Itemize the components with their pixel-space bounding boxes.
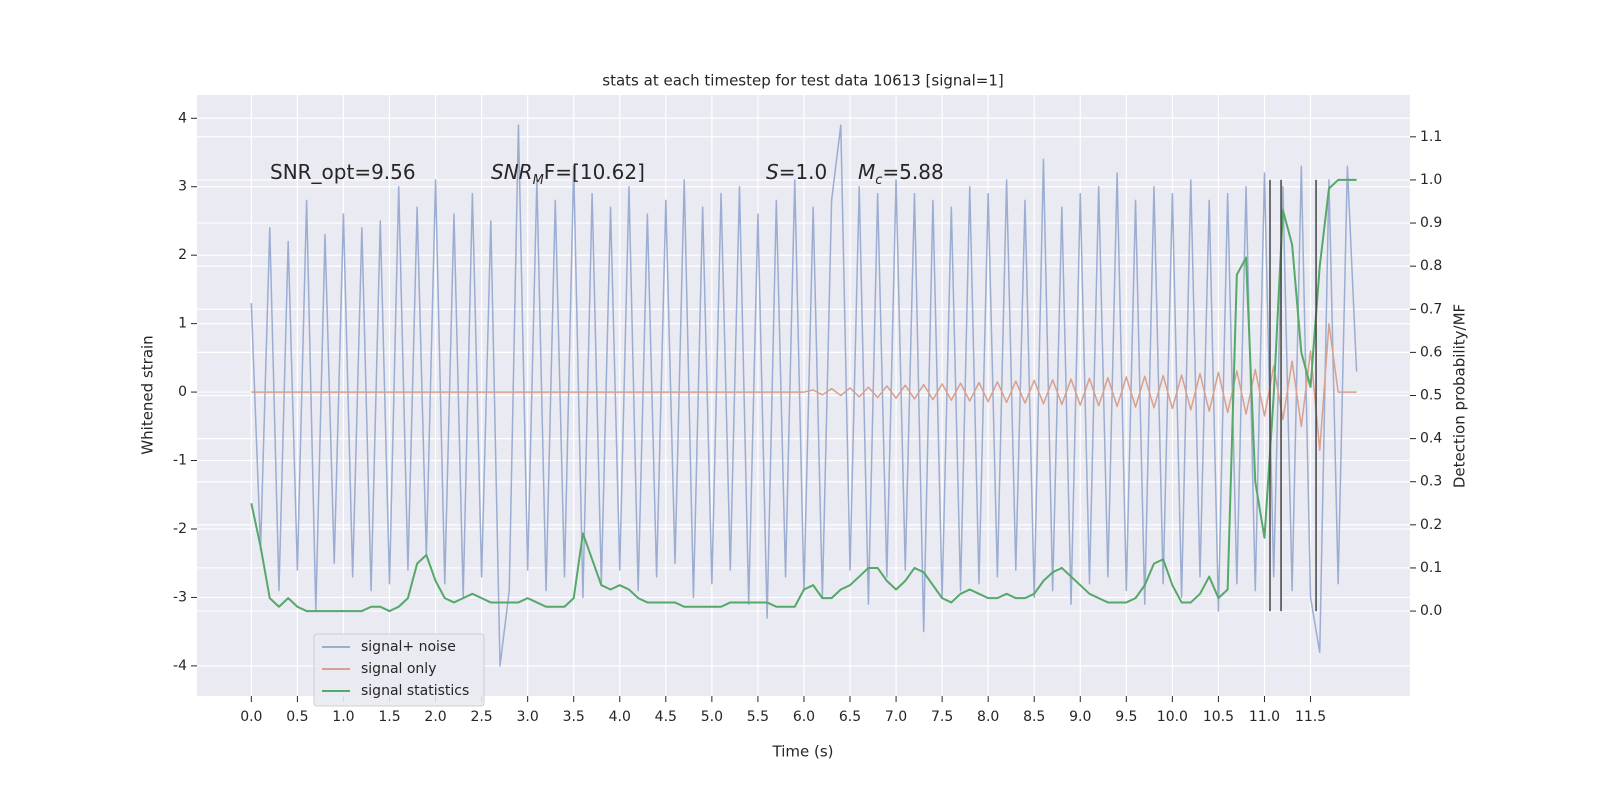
x-tick-label: 9.0 bbox=[1069, 709, 1091, 725]
annotation-part: =5.88 bbox=[882, 160, 943, 184]
annotation: SNRMF=[10.62] bbox=[491, 160, 645, 189]
y2-tick-label: 0.2 bbox=[1420, 517, 1442, 533]
series-line bbox=[250, 178, 1357, 613]
x-tick-label: 7.0 bbox=[885, 709, 907, 725]
x-tick-label: 0.5 bbox=[286, 709, 308, 725]
annotation-part: =1.0 bbox=[779, 160, 828, 184]
x-tick-label: 10.0 bbox=[1157, 709, 1188, 725]
y2-tick-label: 0.1 bbox=[1420, 560, 1442, 576]
y2-tick-label: 1.1 bbox=[1420, 129, 1442, 145]
x-tick-label: 7.5 bbox=[931, 709, 953, 725]
chart-title: stats at each timestep for test data 106… bbox=[602, 72, 1003, 90]
annotation-part: F=[10.62] bbox=[544, 160, 645, 184]
y-tick-label: 3 bbox=[178, 179, 187, 195]
x-tick-label: 6.0 bbox=[793, 709, 815, 725]
x-tick-label: 1.0 bbox=[332, 709, 354, 725]
annotation-part: M bbox=[533, 173, 544, 188]
y-tick-label: 2 bbox=[178, 247, 187, 263]
y-axis-label: Whitened strain bbox=[139, 335, 157, 454]
legend-label: signal+ noise bbox=[361, 639, 456, 655]
y-tick-label: -2 bbox=[173, 521, 187, 537]
y-tick-label: 1 bbox=[178, 316, 187, 332]
series-line bbox=[251, 322, 1357, 452]
annotation-part: c bbox=[875, 173, 882, 188]
x-tick-label: 3.0 bbox=[517, 709, 539, 725]
legend-label: signal statistics bbox=[361, 683, 469, 699]
x-tick-label: 6.5 bbox=[839, 709, 861, 725]
y2-tick-label: 0.4 bbox=[1420, 431, 1442, 447]
y2-tick-label: 0.3 bbox=[1420, 474, 1442, 490]
x-tick-label: 11.5 bbox=[1295, 709, 1326, 725]
y-tick-label: -1 bbox=[173, 453, 187, 469]
annotation: SNR_opt=9.56 bbox=[270, 160, 416, 184]
annotation: Mc=5.88 bbox=[858, 160, 944, 189]
x-tick-label: 8.0 bbox=[977, 709, 999, 725]
x-tick-label: 0.0 bbox=[240, 709, 262, 725]
x-tick-label: 2.0 bbox=[424, 709, 446, 725]
annotation: S=1.0 bbox=[766, 160, 827, 184]
y2-tick-label: 0.0 bbox=[1420, 603, 1442, 619]
y2-tick-label: 0.9 bbox=[1420, 215, 1442, 231]
x-tick-label: 4.5 bbox=[655, 709, 677, 725]
annotation-part: SNR_opt=9.56 bbox=[270, 160, 416, 184]
y-tick-label: 4 bbox=[178, 110, 187, 126]
y-tick-label: -3 bbox=[173, 589, 187, 605]
legend-box bbox=[313, 633, 485, 707]
x-tick-label: 5.0 bbox=[701, 709, 723, 725]
legend-label: signal only bbox=[361, 661, 436, 677]
x-tick-label: 10.5 bbox=[1203, 709, 1234, 725]
y2-tick-label: 0.7 bbox=[1420, 301, 1442, 317]
y2-tick-label: 0.8 bbox=[1420, 258, 1442, 274]
x-tick-label: 1.5 bbox=[378, 709, 400, 725]
x-tick-label: 11.0 bbox=[1249, 709, 1280, 725]
annotation-part: S bbox=[766, 160, 779, 184]
y2-tick-label: 0.6 bbox=[1420, 344, 1442, 360]
x-tick-label: 4.0 bbox=[609, 709, 631, 725]
y2-tick-label: 1.0 bbox=[1420, 172, 1442, 188]
x-tick-label: 8.5 bbox=[1023, 709, 1045, 725]
y-tick-label: -4 bbox=[173, 658, 187, 674]
x-tick-label: 5.5 bbox=[747, 709, 769, 725]
annotation-part: SNR bbox=[491, 160, 533, 184]
y2-tick-label: 0.5 bbox=[1420, 388, 1442, 404]
x-tick-label: 2.5 bbox=[470, 709, 492, 725]
y2-axis-label: Detection probability/MF bbox=[1451, 304, 1469, 488]
y-tick-label: 0 bbox=[178, 384, 187, 400]
x-axis-label: Time (s) bbox=[772, 743, 834, 761]
x-tick-label: 3.5 bbox=[563, 709, 585, 725]
annotation-part: M bbox=[858, 160, 875, 184]
x-tick-label: 9.5 bbox=[1115, 709, 1137, 725]
